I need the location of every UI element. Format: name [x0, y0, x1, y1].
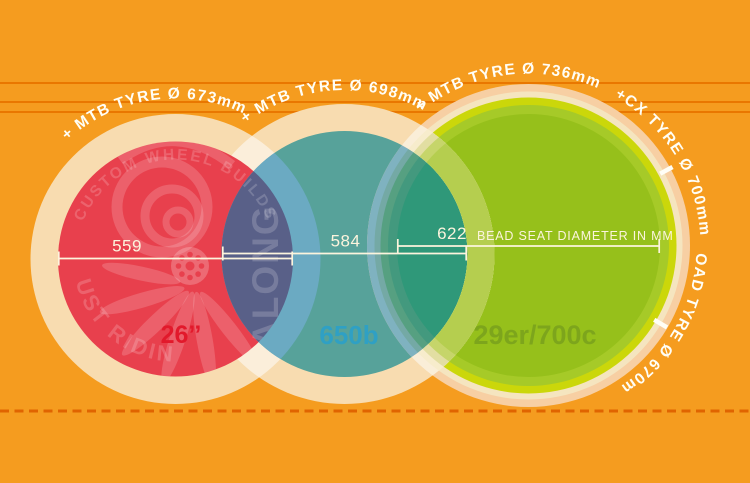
- ring-tick-cx-road: [653, 317, 669, 330]
- bead-diameter-559: 559: [112, 237, 142, 256]
- wheel-label-26: 26’’: [161, 321, 202, 349]
- bead-diameter-622: 622: [437, 224, 467, 243]
- wheel-29er-group: [367, 84, 690, 407]
- owl-logo-spiral: [111, 141, 236, 258]
- owl-logo-hub: [171, 247, 209, 285]
- wheel-label-650b: 650b: [319, 320, 378, 350]
- wheel-label-29er: 29er/700c: [473, 320, 596, 350]
- overlap-650b-over-26-tyre: [221, 131, 321, 377]
- owl-logo-feathers: [99, 262, 258, 377]
- ring-tick-mtb-cx: [659, 165, 674, 176]
- bead-diameter-584: 584: [331, 232, 361, 251]
- bead-seat-caption: BEAD SEAT DIAMETER IN MM: [477, 229, 674, 243]
- overlap-29er-over-650b-tyre: [367, 104, 495, 405]
- measurement-lines: [57, 239, 661, 266]
